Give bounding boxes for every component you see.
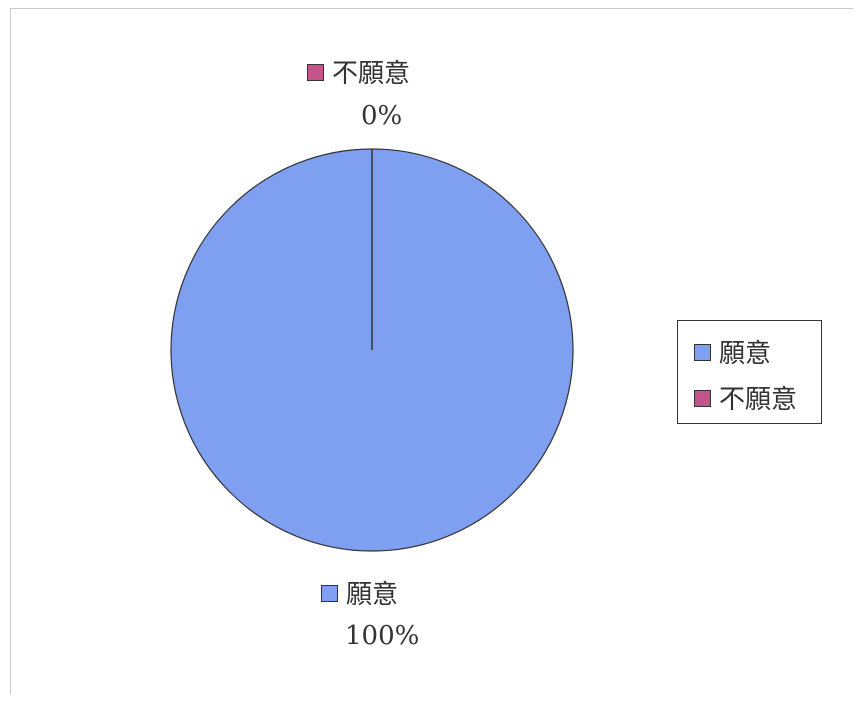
data-label-unwilling-text: 不願意 [332, 59, 411, 89]
legend-item-willing: 願意 [694, 333, 771, 370]
data-label-willing-text: 願意 [346, 580, 399, 610]
data-label-willing: 願意 [321, 574, 398, 611]
data-label-unwilling: 不願意 [307, 53, 410, 90]
data-label-unwilling-percent: 0% [361, 101, 403, 131]
swatch-unwilling [307, 63, 324, 81]
legend-item-unwilling: 不願意 [694, 379, 797, 416]
legend-label-willing: 願意 [719, 339, 772, 369]
chart-legend: 願意 不願意 [677, 320, 822, 424]
data-label-willing-percent: 100% [345, 621, 420, 651]
pie-chart [170, 148, 574, 552]
swatch-willing [321, 584, 338, 602]
legend-label-unwilling: 不願意 [719, 385, 798, 415]
legend-swatch-unwilling [694, 389, 711, 407]
legend-swatch-willing [694, 343, 711, 361]
